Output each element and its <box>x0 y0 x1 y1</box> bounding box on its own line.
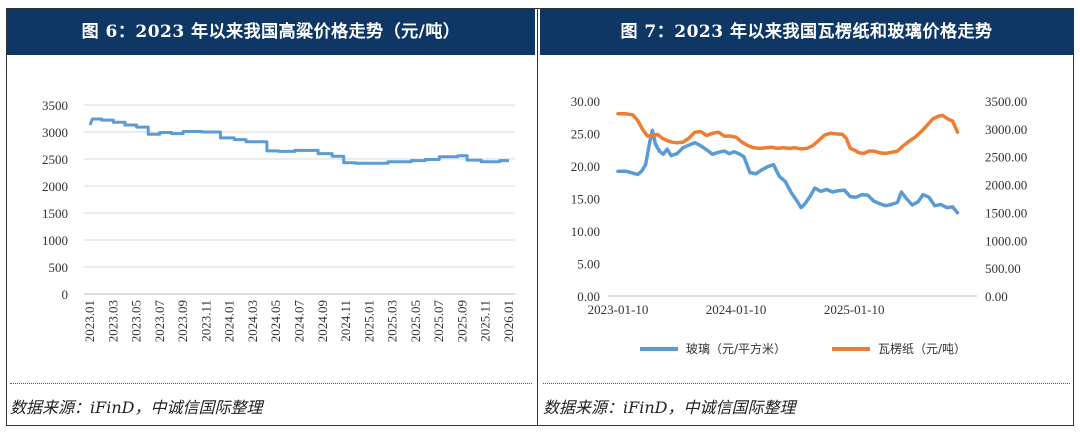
x-tick-label: 2025.09 <box>454 300 469 342</box>
y-right-tick-label: 500.00 <box>985 261 1021 276</box>
x-tick-label: 2026.01 <box>501 300 516 342</box>
y-tick-label: 3000 <box>42 125 68 140</box>
y-tick-label: 0 <box>62 287 69 302</box>
figure-frame <box>6 8 1074 426</box>
x-tick-label: 2023.03 <box>105 300 120 342</box>
y-left-tick-label: 10.00 <box>571 224 600 239</box>
y-left-tick-label: 15.00 <box>571 192 600 207</box>
paper-glass-panel: 图 7：2023 年以来我国瓦楞纸和玻璃价格走势 0.00 5.00 10.00 15… <box>539 8 1074 426</box>
x-tick-label: 2024.03 <box>245 300 260 342</box>
x-tick-label: 2024.09 <box>315 300 330 342</box>
y-right-tick-label: 2500.00 <box>985 150 1027 165</box>
x-tick-label: 2025.05 <box>408 300 423 342</box>
x-tick-label: 2023.09 <box>175 300 190 342</box>
corrugated-paper-price-line <box>616 112 960 156</box>
x-tick-label: 2024.05 <box>268 300 283 342</box>
x-tick-label: 2023.11 <box>198 300 213 342</box>
sorghum-chart: 0 500 1000 1500 2000 2500 3000 3500 2023.01 2023.… <box>7 57 535 381</box>
sorghum-panel: 图 6：2023 年以来我国高粱价格走势（元/吨） 0 500 1000 1500 20… <box>6 8 536 426</box>
paper-glass-chart-title: 图 7：2023 年以来我国瓦楞纸和玻璃价格走势 <box>540 9 1073 55</box>
x-tick-label: 2023.01 <box>82 300 97 342</box>
sorghum-price-line <box>88 117 509 165</box>
y-left-tick-label: 30.00 <box>571 94 600 109</box>
x-tick-label: 2023.07 <box>152 300 167 343</box>
legend-label: 玻璃（元/平方米） <box>686 341 786 356</box>
sorghum-chart-svg: 0 500 1000 1500 2000 2500 3000 3500 2023.01 2023.… <box>42 98 516 343</box>
y-right-tick-label: 3500.00 <box>985 94 1027 109</box>
x-tick-label: 2024-01-10 <box>706 302 767 317</box>
source-divider <box>543 383 1070 384</box>
x-tick-label: 2025.03 <box>385 300 400 342</box>
x-tick-label: 2024.07 <box>292 300 307 343</box>
y-tick-label: 1000 <box>42 233 68 248</box>
y-right-tick-label: 2000.00 <box>985 178 1027 193</box>
data-source-note: 数据来源：iFinD，中诚信国际整理 <box>543 398 796 417</box>
y-left-tick-label: 5.00 <box>577 257 600 272</box>
x-tick-label: 2025.07 <box>431 300 446 343</box>
legend-label: 瓦楞纸（元/吨） <box>878 341 966 356</box>
panel-divider <box>537 8 538 426</box>
paper-glass-chart: 0.00 5.00 10.00 15.00 20.00 25.00 30.00 0.00 500… <box>540 57 1073 381</box>
x-tick-label: 2023-01-10 <box>588 302 649 317</box>
y-tick-label: 3500 <box>42 98 68 113</box>
source-divider <box>10 383 532 384</box>
x-tick-label: 2025-01-10 <box>824 302 885 317</box>
y-tick-label: 1500 <box>42 206 68 221</box>
paper-glass-chart-svg: 0.00 5.00 10.00 15.00 20.00 25.00 30.00 0.00 500… <box>571 94 1028 356</box>
y-tick-label: 2000 <box>42 179 68 194</box>
y-right-tick-label: 3000.00 <box>985 122 1027 137</box>
y-tick-label: 500 <box>49 260 69 275</box>
x-tick-label: 2025.01 <box>361 300 376 342</box>
y-tick-label: 2500 <box>42 152 68 167</box>
y-right-tick-label: 1500.00 <box>985 205 1027 220</box>
y-right-tick-label: 1000.00 <box>985 233 1027 248</box>
y-left-tick-label: 25.00 <box>571 127 600 142</box>
x-tick-label: 2024.11 <box>338 300 353 342</box>
glass-price-line <box>616 128 960 215</box>
data-source-note: 数据来源：iFinD，中诚信国际整理 <box>10 398 263 417</box>
y-right-tick-label: 0.00 <box>985 289 1008 304</box>
sorghum-chart-title: 图 6：2023 年以来我国高粱价格走势（元/吨） <box>7 9 535 55</box>
y-left-tick-label: 20.00 <box>571 159 600 174</box>
y-left-tick-label: 0.00 <box>577 289 600 304</box>
x-tick-label: 2023.05 <box>129 300 144 342</box>
x-tick-label: 2024.01 <box>222 300 237 342</box>
x-tick-label: 2025.11 <box>478 300 493 342</box>
